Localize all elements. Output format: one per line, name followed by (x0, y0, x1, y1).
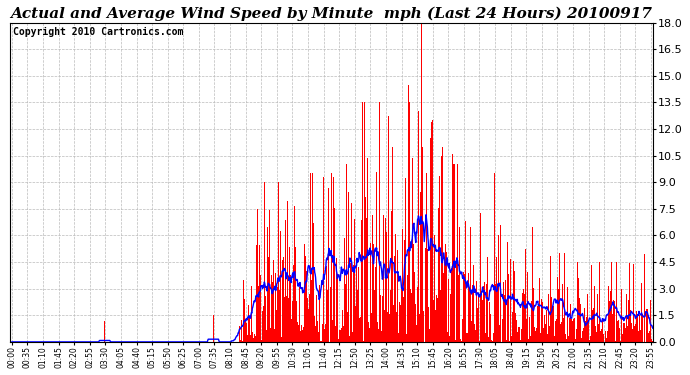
Text: Copyright 2010 Cartronics.com: Copyright 2010 Cartronics.com (13, 27, 183, 38)
Title: Actual and Average Wind Speed by Minute  mph (Last 24 Hours) 20100917: Actual and Average Wind Speed by Minute … (10, 7, 652, 21)
